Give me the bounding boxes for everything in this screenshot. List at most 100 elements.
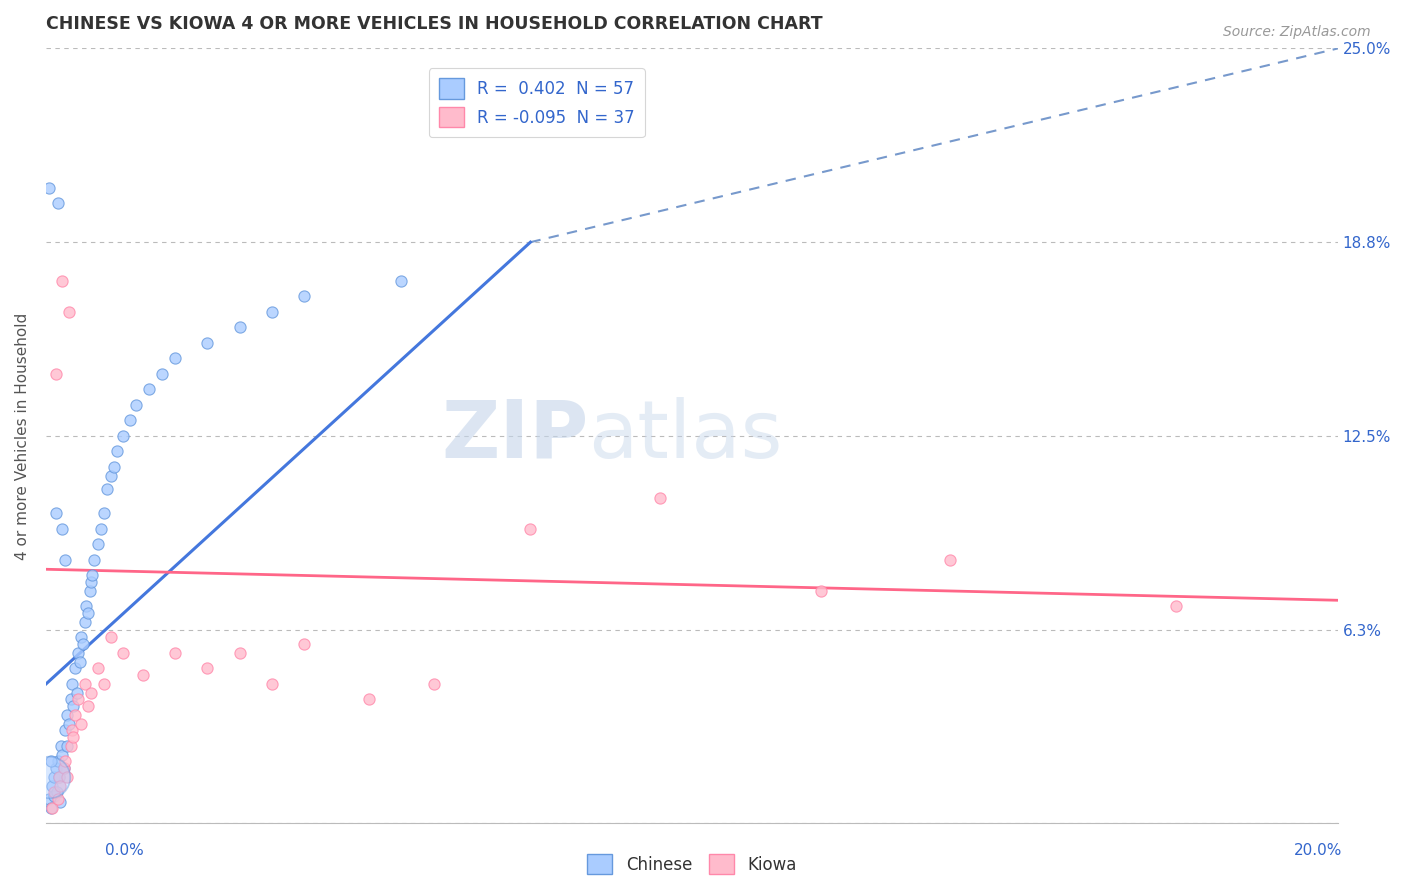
Point bbox=[45, 507, 67, 521]
Point bbox=[150, 367, 173, 381]
Point bbox=[70, 631, 93, 645]
Point bbox=[292, 289, 315, 303]
Point bbox=[59, 739, 82, 753]
Point bbox=[60, 723, 83, 738]
Point bbox=[66, 686, 89, 700]
Point bbox=[118, 413, 141, 427]
Point bbox=[46, 755, 69, 769]
Text: ZIP: ZIP bbox=[441, 397, 589, 475]
Point bbox=[53, 723, 76, 738]
Point bbox=[45, 761, 67, 775]
Point bbox=[93, 507, 115, 521]
Point bbox=[260, 677, 283, 691]
Point bbox=[80, 686, 103, 700]
Point bbox=[70, 717, 93, 731]
Point bbox=[422, 677, 444, 691]
Point bbox=[73, 677, 96, 691]
Point bbox=[77, 698, 100, 713]
Point bbox=[93, 677, 115, 691]
Point bbox=[48, 770, 70, 784]
Point bbox=[77, 606, 100, 620]
Point bbox=[80, 574, 103, 589]
Point bbox=[82, 568, 104, 582]
Point bbox=[62, 730, 84, 744]
Point bbox=[105, 444, 128, 458]
Point bbox=[72, 637, 94, 651]
Point bbox=[197, 335, 219, 350]
Point bbox=[165, 646, 187, 660]
Point bbox=[357, 692, 380, 706]
Point bbox=[86, 661, 108, 675]
Point bbox=[292, 637, 315, 651]
Point bbox=[59, 692, 82, 706]
Point bbox=[49, 739, 72, 753]
Point bbox=[44, 770, 66, 784]
Text: CHINESE VS KIOWA 4 OR MORE VEHICLES IN HOUSEHOLD CORRELATION CHART: CHINESE VS KIOWA 4 OR MORE VEHICLES IN H… bbox=[46, 15, 823, 33]
Point bbox=[53, 755, 76, 769]
Point bbox=[100, 469, 122, 483]
Point bbox=[46, 196, 69, 211]
Point bbox=[63, 708, 86, 723]
Point bbox=[86, 537, 108, 551]
Point bbox=[90, 522, 112, 536]
Point bbox=[810, 584, 832, 599]
Point bbox=[48, 770, 70, 784]
Point bbox=[197, 661, 219, 675]
Point bbox=[39, 801, 62, 815]
Point bbox=[648, 491, 671, 505]
Y-axis label: 4 or more Vehicles in Household: 4 or more Vehicles in Household bbox=[15, 312, 30, 559]
Point bbox=[83, 553, 105, 567]
Point bbox=[229, 646, 252, 660]
Point bbox=[103, 460, 125, 475]
Point bbox=[1166, 599, 1188, 614]
Point bbox=[51, 274, 73, 288]
Text: Source: ZipAtlas.com: Source: ZipAtlas.com bbox=[1223, 25, 1371, 39]
Point bbox=[132, 667, 155, 681]
Point bbox=[138, 383, 160, 397]
Point bbox=[67, 646, 90, 660]
Point bbox=[389, 274, 412, 288]
Text: atlas: atlas bbox=[589, 397, 783, 475]
Point bbox=[67, 692, 90, 706]
Point bbox=[41, 779, 63, 793]
Point bbox=[939, 553, 962, 567]
Point bbox=[53, 553, 76, 567]
Point bbox=[100, 631, 122, 645]
Point bbox=[60, 677, 83, 691]
Point bbox=[49, 795, 72, 809]
Point bbox=[46, 791, 69, 805]
Point bbox=[73, 615, 96, 629]
Point bbox=[165, 351, 187, 366]
Point bbox=[46, 785, 69, 799]
Point bbox=[45, 367, 67, 381]
Point bbox=[58, 717, 80, 731]
Point bbox=[112, 646, 135, 660]
Point bbox=[55, 770, 77, 784]
Point bbox=[53, 761, 76, 775]
Point bbox=[42, 789, 65, 803]
Point bbox=[51, 522, 73, 536]
Point bbox=[79, 584, 101, 599]
Legend: R =  0.402  N = 57, R = -0.095  N = 37: R = 0.402 N = 57, R = -0.095 N = 37 bbox=[429, 69, 645, 137]
Point bbox=[260, 305, 283, 319]
Point bbox=[125, 398, 148, 412]
Point bbox=[42, 785, 65, 799]
Point bbox=[75, 599, 97, 614]
Text: 0.0%: 0.0% bbox=[105, 843, 145, 858]
Point bbox=[62, 698, 84, 713]
Point bbox=[112, 429, 135, 443]
Point bbox=[38, 770, 60, 784]
Point bbox=[63, 661, 86, 675]
Text: 20.0%: 20.0% bbox=[1295, 843, 1343, 858]
Point bbox=[229, 320, 252, 334]
Point bbox=[51, 748, 73, 763]
Point bbox=[53, 761, 76, 775]
Point bbox=[69, 655, 91, 669]
Point bbox=[96, 482, 118, 496]
Point bbox=[38, 791, 60, 805]
Point bbox=[41, 801, 63, 815]
Point bbox=[38, 181, 60, 195]
Point bbox=[55, 739, 77, 753]
Point bbox=[519, 522, 541, 536]
Point bbox=[56, 708, 79, 723]
